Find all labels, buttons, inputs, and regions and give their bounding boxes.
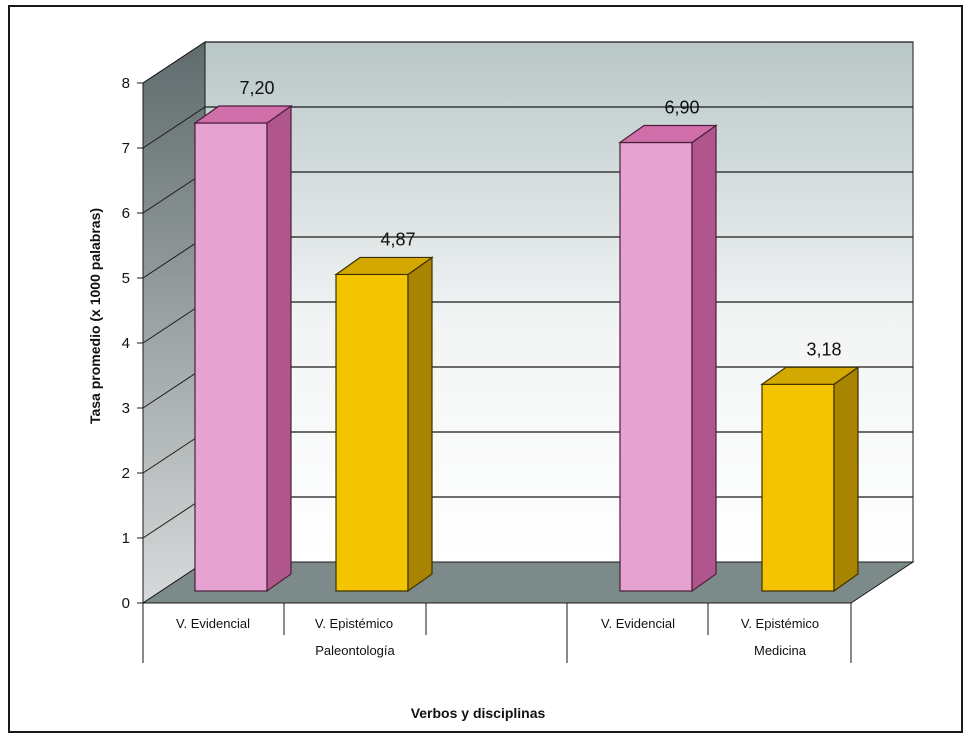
y-tick-label: 4 (122, 335, 130, 352)
y-tick-label: 7 (122, 140, 130, 157)
bar-top (334, 256, 434, 276)
y-tick-label: 8 (122, 75, 130, 92)
bar (193, 104, 293, 593)
bar (334, 256, 434, 593)
bar-side (833, 366, 859, 593)
y-axis-title: Tasa promedio (x 1000 palabras) (87, 208, 103, 424)
x-tick-label: V. Epistémico (315, 616, 393, 631)
bar-front (761, 383, 835, 592)
bar-front (194, 122, 268, 592)
x-axis-title: Verbos y disciplinas (411, 705, 546, 721)
y-tick-label: 6 (122, 205, 130, 222)
y-tick-label: 2 (122, 465, 130, 482)
data-label: 6,90 (664, 98, 699, 118)
gridline-side (142, 106, 206, 149)
y-tick-label: 3 (122, 400, 130, 417)
y-tick-label: 5 (122, 270, 130, 287)
bar-side (266, 104, 292, 593)
bar-top (193, 105, 293, 124)
bar-front (619, 141, 693, 592)
bar-side (691, 124, 717, 593)
gridline-side (142, 41, 206, 84)
y-tick-label: 1 (122, 530, 130, 547)
y-tick-label: 0 (122, 595, 130, 612)
data-label: 7,20 (239, 78, 274, 98)
bar (618, 124, 718, 593)
data-label: 3,18 (806, 339, 841, 359)
bar-top (760, 366, 860, 385)
x-tick-label: V. Epistémico (741, 616, 819, 631)
group-label: Paleontología (315, 643, 395, 658)
group-label: Medicina (754, 643, 807, 658)
x-tick-label: V. Evidencial (176, 616, 250, 631)
data-label: 4,87 (380, 229, 415, 249)
bar-side (407, 256, 433, 593)
bar-top (618, 124, 718, 144)
bar-front (335, 273, 409, 592)
x-tick-label: V. Evidencial (601, 616, 675, 631)
bar (760, 366, 860, 593)
